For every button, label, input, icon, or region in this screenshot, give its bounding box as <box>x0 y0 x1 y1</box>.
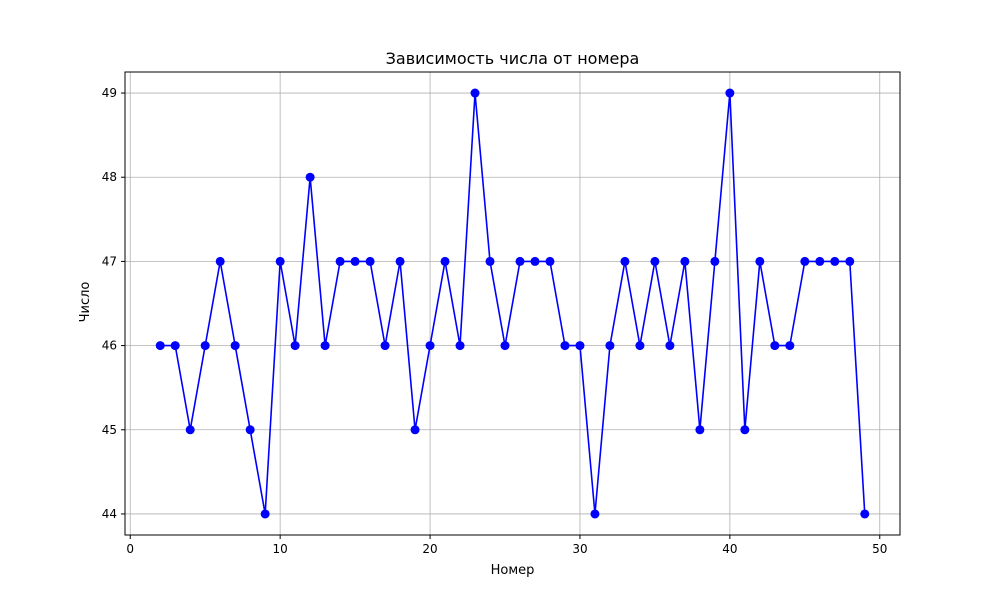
data-point <box>380 341 390 351</box>
data-point <box>425 341 435 351</box>
y-axis-label: Число <box>78 282 93 323</box>
data-point <box>695 425 705 435</box>
x-tick-label: 10 <box>273 542 288 556</box>
x-axis-label: Номер <box>491 563 535 578</box>
data-point <box>170 341 180 351</box>
data-point <box>350 256 360 266</box>
data-point <box>500 341 510 351</box>
data-point <box>455 341 465 351</box>
data-point <box>605 341 615 351</box>
data-point <box>245 425 255 435</box>
tick-labels: 0 10 20 30 40 50 44 45 46 47 48 49 <box>102 86 888 556</box>
data-point <box>530 256 540 266</box>
data-point <box>725 88 735 98</box>
data-point <box>515 256 525 266</box>
data-point <box>215 256 225 266</box>
data-point <box>275 256 285 266</box>
data-point <box>395 256 405 266</box>
data-point <box>155 341 165 351</box>
data-point <box>290 341 300 351</box>
data-point <box>545 256 555 266</box>
data-point <box>830 256 840 266</box>
data-point <box>665 341 675 351</box>
series-layer <box>155 88 870 519</box>
data-point <box>815 256 825 266</box>
data-point <box>860 509 870 519</box>
x-tick-label: 50 <box>872 542 887 556</box>
data-point <box>185 425 195 435</box>
data-point <box>410 425 420 435</box>
x-tick-label: 30 <box>572 542 587 556</box>
x-tick-label: 0 <box>126 542 134 556</box>
data-point <box>845 256 855 266</box>
data-point <box>620 256 630 266</box>
data-point <box>305 172 315 182</box>
series-line <box>160 92 866 515</box>
plot-frame <box>124 71 901 536</box>
chart-title: Зависимость числа от номера <box>386 49 640 68</box>
data-point <box>230 341 240 351</box>
data-point <box>800 256 810 266</box>
y-tick-label: 49 <box>102 86 117 100</box>
x-tick-label: 20 <box>422 542 437 556</box>
data-point <box>365 256 375 266</box>
grid-lines <box>125 72 900 535</box>
data-point <box>320 341 330 351</box>
data-point <box>470 88 480 98</box>
data-point <box>575 341 585 351</box>
y-tick-label: 46 <box>102 339 117 353</box>
data-point <box>740 425 750 435</box>
data-point <box>755 256 765 266</box>
data-point <box>710 256 720 266</box>
data-point <box>785 341 795 351</box>
y-tick-label: 48 <box>102 170 117 184</box>
tick-marks <box>121 92 881 539</box>
y-tick-label: 45 <box>102 423 117 437</box>
data-point <box>440 256 450 266</box>
data-point <box>260 509 270 519</box>
y-tick-label: 47 <box>102 254 117 268</box>
data-point <box>560 341 570 351</box>
data-point <box>200 341 210 351</box>
y-tick-label: 44 <box>102 507 117 521</box>
data-point <box>770 341 780 351</box>
data-point <box>590 509 600 519</box>
data-point <box>485 256 495 266</box>
x-tick-label: 40 <box>722 542 737 556</box>
data-point <box>680 256 690 266</box>
data-point <box>335 256 345 266</box>
data-point <box>650 256 660 266</box>
data-point <box>635 341 645 351</box>
